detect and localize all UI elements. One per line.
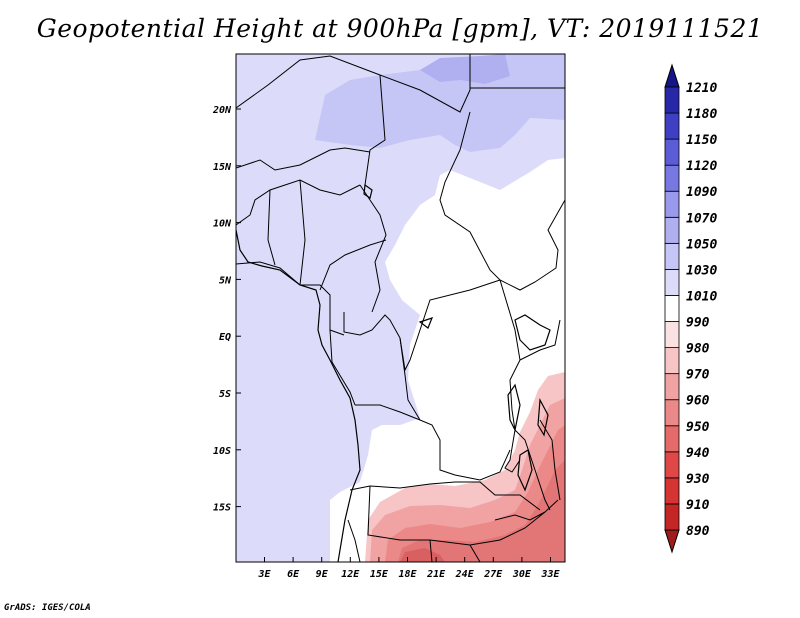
lon-tick-label: 21E [426, 569, 446, 580]
field-950-960 [398, 460, 565, 562]
lon-tick-label: 6E [287, 569, 300, 580]
lon-tick-label: 33E [540, 569, 560, 580]
colorbar-label: 1210 [686, 81, 717, 96]
map-field [236, 54, 565, 562]
colorbar-bottom-arrow [664, 529, 680, 554]
colorbar-bin [664, 451, 680, 479]
colorbar-label: 1030 [686, 263, 717, 278]
colorbar-bin [664, 477, 680, 505]
country-boundaries [236, 54, 565, 562]
colorbar-top-arrow [664, 63, 680, 88]
colorbar: 890 910 930 940 950 960 970 980 990 1010 1030 1050 1… [664, 63, 717, 554]
field-1050-1070 [420, 54, 510, 84]
colorbar-label: 1150 [686, 133, 717, 148]
colorbar-label: 890 [686, 524, 710, 539]
colorbar-label: 1010 [686, 289, 717, 304]
colorbar-bin [664, 164, 680, 192]
colorbar-label: 960 [686, 394, 710, 409]
longitude-axis: 3E 6E 9E 12E 15E 18E 21E 24E 27E 30E 33E [257, 557, 561, 580]
colorbar-label: 1050 [686, 237, 717, 252]
colorbar-bin [664, 373, 680, 401]
field-940-950 [400, 548, 445, 562]
colorbar-bin [664, 425, 680, 453]
lat-tick-label: 10S [213, 446, 231, 457]
grads-credit: GrADS: IGES/COLA [4, 603, 91, 613]
lon-tick-label: 18E [398, 569, 417, 580]
colorbar-bin [664, 112, 680, 140]
lon-tick-label: 30E [512, 569, 532, 580]
colorbar-bin [664, 399, 680, 427]
lat-tick-label: EQ [219, 332, 231, 343]
field-990-1010 [330, 158, 565, 562]
lat-tick-label: 15S [213, 503, 231, 514]
lat-tick-label: 5N [219, 275, 232, 286]
colorbar-bin [664, 86, 680, 114]
lat-tick-label: 10N [213, 219, 232, 230]
colorbar-bin [664, 295, 680, 322]
colorbar-label: 1090 [686, 185, 717, 200]
lon-tick-label: 27E [483, 569, 503, 580]
colorbar-label: 1120 [686, 159, 717, 174]
colorbar-bin [664, 269, 680, 296]
lon-tick-label: 3E [257, 569, 271, 580]
colorbar-bin [664, 242, 680, 270]
field-1030-1050 [315, 54, 565, 152]
colorbar-label: 970 [686, 368, 710, 383]
map-frame [235, 53, 566, 563]
lon-tick-label: 24E [455, 569, 475, 580]
colorbar-bin [664, 503, 680, 531]
colorbar-label: 980 [686, 342, 710, 357]
colorbar-label: 930 [686, 472, 710, 487]
colorbar-label: 940 [686, 446, 710, 461]
colorbar-bin [664, 138, 680, 166]
colorbar-label: 1070 [686, 211, 717, 226]
lat-tick-label: 20N [212, 105, 232, 116]
colorbar-bin [664, 347, 680, 375]
colorbar-label: 1180 [686, 107, 717, 122]
chart-title: Geopotential Height at 900hPa [gpm], VT:… [36, 14, 764, 43]
coastline [236, 229, 361, 562]
lon-tick-label: 12E [341, 569, 360, 580]
colorbar-bin [664, 190, 680, 218]
lon-tick-label: 9E [316, 569, 329, 580]
colorbar-bin [664, 216, 680, 244]
lakes [363, 183, 551, 492]
colorbar-label: 910 [686, 498, 710, 513]
lat-tick-label: 5S [219, 389, 231, 400]
colorbar-bin [664, 321, 680, 348]
latitude-axis: 20N 15N 10N 5N EQ 5S 10S 15S [212, 105, 241, 514]
lon-tick-label: 15E [370, 569, 389, 580]
colorbar-label: 950 [686, 420, 710, 435]
colorbar-label: 990 [686, 316, 710, 331]
lat-tick-label: 15N [213, 162, 232, 173]
